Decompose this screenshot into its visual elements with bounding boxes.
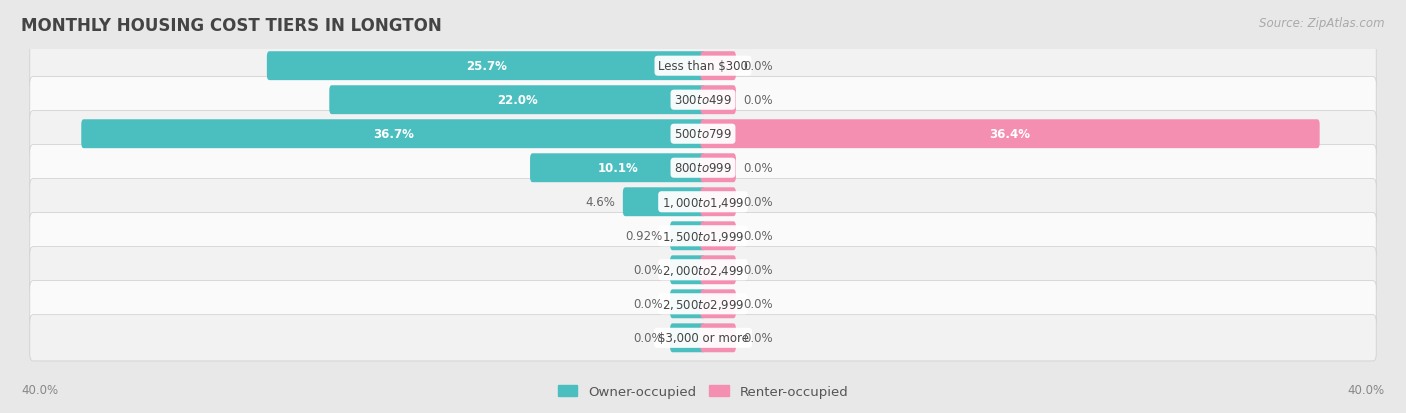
FancyBboxPatch shape xyxy=(30,213,1376,259)
Text: 0.92%: 0.92% xyxy=(626,230,662,243)
Text: 0.0%: 0.0% xyxy=(744,94,773,107)
FancyBboxPatch shape xyxy=(700,86,735,115)
Text: 40.0%: 40.0% xyxy=(1348,384,1385,396)
Text: 0.0%: 0.0% xyxy=(744,162,773,175)
FancyBboxPatch shape xyxy=(30,145,1376,191)
FancyBboxPatch shape xyxy=(30,247,1376,293)
Text: Source: ZipAtlas.com: Source: ZipAtlas.com xyxy=(1260,17,1385,29)
FancyBboxPatch shape xyxy=(700,222,735,251)
FancyBboxPatch shape xyxy=(30,179,1376,225)
Text: $2,500 to $2,999: $2,500 to $2,999 xyxy=(662,297,744,311)
Text: $300 to $499: $300 to $499 xyxy=(673,94,733,107)
FancyBboxPatch shape xyxy=(671,323,706,352)
Text: 4.6%: 4.6% xyxy=(585,196,616,209)
FancyBboxPatch shape xyxy=(671,256,706,285)
Text: 0.0%: 0.0% xyxy=(744,230,773,243)
Text: MONTHLY HOUSING COST TIERS IN LONGTON: MONTHLY HOUSING COST TIERS IN LONGTON xyxy=(21,17,441,34)
FancyBboxPatch shape xyxy=(700,120,1320,149)
FancyBboxPatch shape xyxy=(30,281,1376,327)
Legend: Owner-occupied, Renter-occupied: Owner-occupied, Renter-occupied xyxy=(558,385,848,398)
Text: 0.0%: 0.0% xyxy=(633,332,662,344)
FancyBboxPatch shape xyxy=(30,315,1376,361)
FancyBboxPatch shape xyxy=(30,77,1376,123)
Text: $1,500 to $1,999: $1,500 to $1,999 xyxy=(662,229,744,243)
FancyBboxPatch shape xyxy=(700,323,735,352)
Text: $3,000 or more: $3,000 or more xyxy=(658,332,748,344)
Text: 22.0%: 22.0% xyxy=(498,94,537,107)
FancyBboxPatch shape xyxy=(700,256,735,285)
FancyBboxPatch shape xyxy=(82,120,706,149)
Text: 36.7%: 36.7% xyxy=(373,128,413,141)
FancyBboxPatch shape xyxy=(267,52,706,81)
Text: 0.0%: 0.0% xyxy=(633,298,662,311)
FancyBboxPatch shape xyxy=(530,154,706,183)
Text: 0.0%: 0.0% xyxy=(744,263,773,277)
FancyBboxPatch shape xyxy=(671,290,706,318)
Text: 0.0%: 0.0% xyxy=(744,196,773,209)
Text: 25.7%: 25.7% xyxy=(465,60,506,73)
FancyBboxPatch shape xyxy=(623,188,706,217)
FancyBboxPatch shape xyxy=(329,86,706,115)
FancyBboxPatch shape xyxy=(30,43,1376,90)
Text: $2,000 to $2,499: $2,000 to $2,499 xyxy=(662,263,744,277)
FancyBboxPatch shape xyxy=(671,222,706,251)
Text: Less than $300: Less than $300 xyxy=(658,60,748,73)
FancyBboxPatch shape xyxy=(30,112,1376,157)
FancyBboxPatch shape xyxy=(700,52,735,81)
Text: 40.0%: 40.0% xyxy=(21,384,58,396)
Text: $800 to $999: $800 to $999 xyxy=(673,162,733,175)
Text: 0.0%: 0.0% xyxy=(744,298,773,311)
Text: 36.4%: 36.4% xyxy=(990,128,1031,141)
FancyBboxPatch shape xyxy=(700,290,735,318)
FancyBboxPatch shape xyxy=(700,154,735,183)
Text: 0.0%: 0.0% xyxy=(633,263,662,277)
Text: $1,000 to $1,499: $1,000 to $1,499 xyxy=(662,195,744,209)
Text: 0.0%: 0.0% xyxy=(744,332,773,344)
FancyBboxPatch shape xyxy=(700,188,735,217)
Text: 0.0%: 0.0% xyxy=(744,60,773,73)
Text: 10.1%: 10.1% xyxy=(598,162,638,175)
Text: $500 to $799: $500 to $799 xyxy=(673,128,733,141)
